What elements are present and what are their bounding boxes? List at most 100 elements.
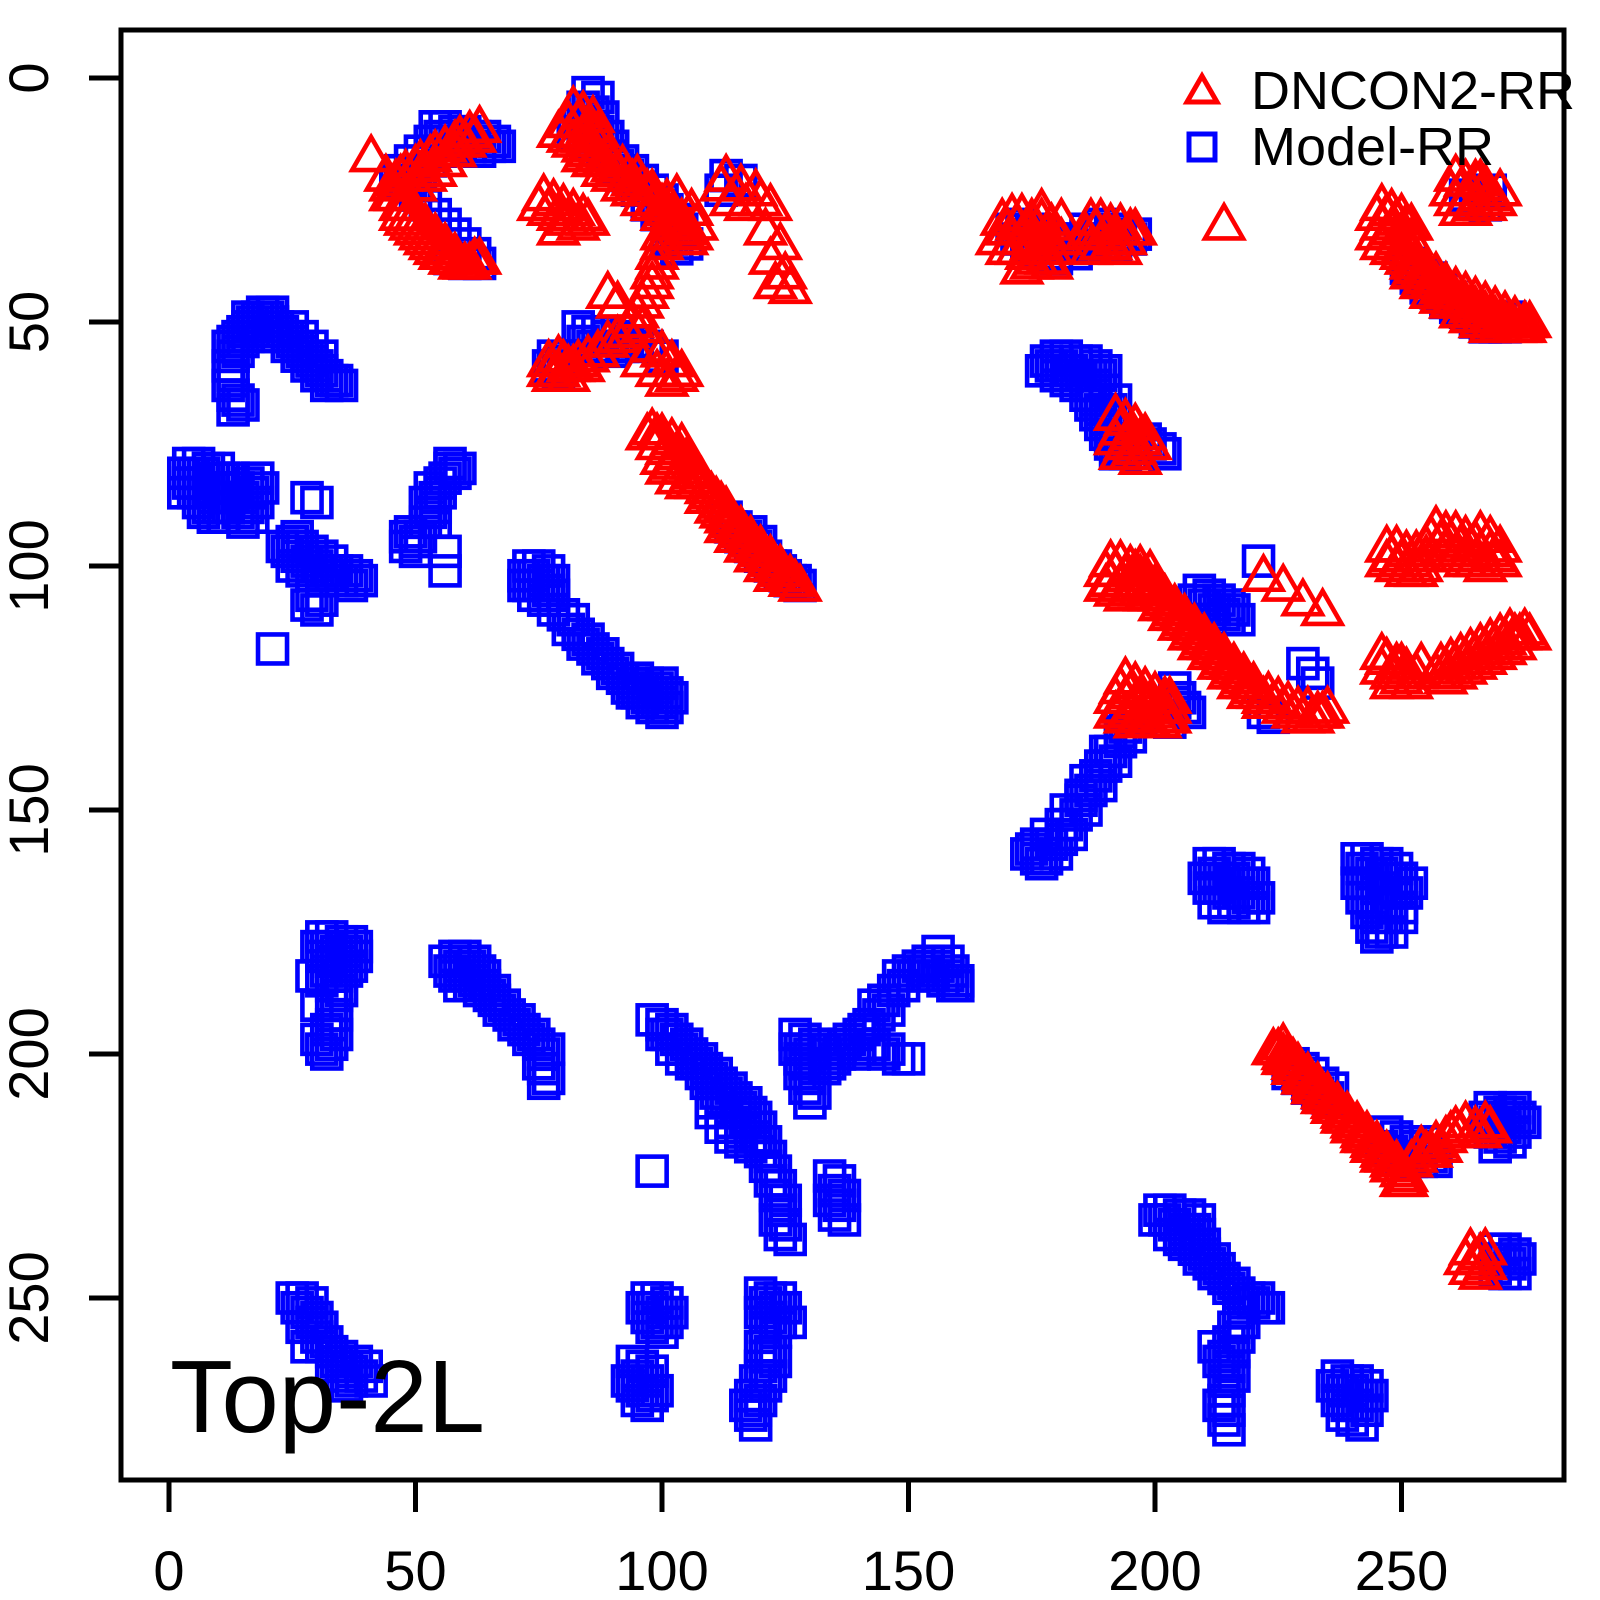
triangle-marker-icon — [1146, 591, 1193, 632]
triangle-marker-icon — [604, 308, 651, 349]
square-marker-icon — [1503, 1242, 1537, 1276]
triangle-marker-icon — [1092, 688, 1139, 729]
series-DNCON2-RR — [348, 83, 1553, 1290]
square-marker-icon — [1212, 1412, 1246, 1447]
legend-item-label: DNCON2-RR — [1251, 61, 1575, 121]
triangle-marker-icon — [1270, 1035, 1317, 1076]
triangle-marker-icon — [643, 176, 690, 217]
square-marker-icon — [827, 1203, 862, 1237]
triangle-marker-icon — [1334, 1098, 1381, 1139]
square-marker-icon — [472, 978, 507, 1013]
triangle-marker-icon — [1240, 552, 1287, 593]
triangle-marker-icon — [1112, 205, 1159, 246]
square-icon — [1186, 131, 1218, 163]
triangle-marker-icon — [589, 151, 636, 192]
triangle-marker-icon — [1373, 542, 1420, 583]
triangle-marker-icon — [1102, 693, 1149, 734]
triangle-marker-icon — [762, 249, 809, 290]
square-marker-icon — [1019, 841, 1054, 876]
triangle-marker-icon — [1467, 1103, 1514, 1144]
x-tick-label: 200 — [1108, 1539, 1201, 1600]
triangle-marker-icon — [629, 249, 676, 290]
triangle-marker-icon — [1447, 186, 1494, 227]
triangle-marker-icon — [1092, 391, 1139, 432]
square-marker-icon — [635, 1154, 669, 1188]
square-marker-icon — [817, 1198, 852, 1232]
square-marker-icon — [1355, 1378, 1389, 1413]
square-marker-icon — [428, 944, 462, 979]
triangle-marker-icon — [1127, 571, 1174, 612]
square-marker-icon — [314, 1349, 349, 1384]
square-marker-icon — [1088, 373, 1123, 408]
square-marker-icon — [344, 563, 379, 598]
triangle-marker-icon — [742, 205, 789, 246]
square-marker-icon — [733, 1129, 768, 1164]
triangle-marker-icon — [1432, 151, 1479, 192]
triangle-marker-icon — [1363, 537, 1410, 578]
triangle-marker-icon — [1383, 1157, 1430, 1198]
triangle-marker-icon — [1427, 166, 1474, 207]
annotation-layer: Top-2L — [170, 1339, 485, 1454]
square-marker-icon — [1044, 807, 1079, 842]
triangle-marker-icon — [1477, 537, 1524, 578]
triangle-marker-icon — [624, 410, 671, 451]
square-marker-icon — [768, 1183, 803, 1218]
triangle-marker-icon — [1166, 610, 1213, 651]
square-marker-icon — [1187, 861, 1222, 896]
triangle-marker-icon — [584, 269, 631, 310]
triangle-marker-icon — [1018, 186, 1065, 227]
triangle-marker-icon — [1063, 210, 1109, 251]
triangle-marker-icon — [1393, 234, 1440, 275]
triangle-marker-icon — [515, 181, 562, 222]
triangle-marker-icon — [1457, 1108, 1504, 1149]
square-marker-icon — [280, 519, 314, 554]
triangle-marker-icon — [456, 234, 503, 275]
triangle-marker-icon — [1442, 269, 1489, 310]
triangle-marker-icon — [1408, 1127, 1455, 1168]
triangle-marker-icon — [1457, 508, 1504, 549]
square-marker-icon — [1295, 656, 1330, 691]
triangle-marker-icon — [1462, 1225, 1509, 1266]
triangle-marker-icon — [1467, 513, 1514, 554]
square-marker-icon — [339, 929, 374, 964]
triangle-marker-icon — [722, 522, 769, 563]
triangle-marker-icon — [732, 532, 779, 573]
triangle-marker-icon — [348, 132, 395, 173]
triangle-marker-icon — [1186, 630, 1233, 671]
triangle-marker-icon — [643, 356, 690, 397]
x-tick-label: 100 — [615, 1539, 708, 1600]
triangle-marker-icon — [1122, 552, 1169, 593]
square-marker-icon — [729, 1388, 763, 1423]
square-marker-icon — [521, 1027, 556, 1062]
y-tick-label: 200 — [0, 1007, 60, 1100]
square-marker-icon — [743, 1125, 778, 1159]
square-marker-icon — [354, 1364, 388, 1398]
triangle-marker-icon — [1353, 191, 1400, 231]
triangle-marker-icon — [402, 151, 449, 192]
square-marker-icon — [300, 593, 334, 627]
square-marker-icon — [940, 963, 975, 998]
triangle-marker-icon — [634, 230, 681, 270]
triangle-marker-icon — [594, 313, 641, 353]
square-marker-icon — [221, 383, 255, 417]
square-marker-icon — [812, 1046, 847, 1081]
triangle-marker-icon — [1215, 659, 1262, 700]
square-marker-icon — [433, 451, 467, 486]
triangle-marker-icon — [412, 147, 459, 188]
triangle-marker-icon — [1176, 620, 1223, 661]
x-tick-label: 0 — [153, 1539, 184, 1600]
triangle-marker-icon — [1082, 547, 1129, 588]
y-tick-label: 150 — [0, 763, 60, 856]
triangle-marker-icon — [451, 112, 498, 153]
triangle-marker-icon — [1092, 674, 1139, 715]
square-marker-icon — [1241, 544, 1276, 578]
triangle-marker-icon — [560, 342, 607, 383]
triangle-marker-icon — [1304, 1069, 1351, 1110]
square-marker-icon — [1384, 900, 1419, 935]
square-marker-icon — [891, 1042, 926, 1076]
triangle-marker-icon — [1506, 610, 1553, 651]
square-marker-icon — [1064, 778, 1098, 813]
square-marker-icon — [290, 588, 324, 622]
square-marker-icon — [290, 480, 324, 515]
